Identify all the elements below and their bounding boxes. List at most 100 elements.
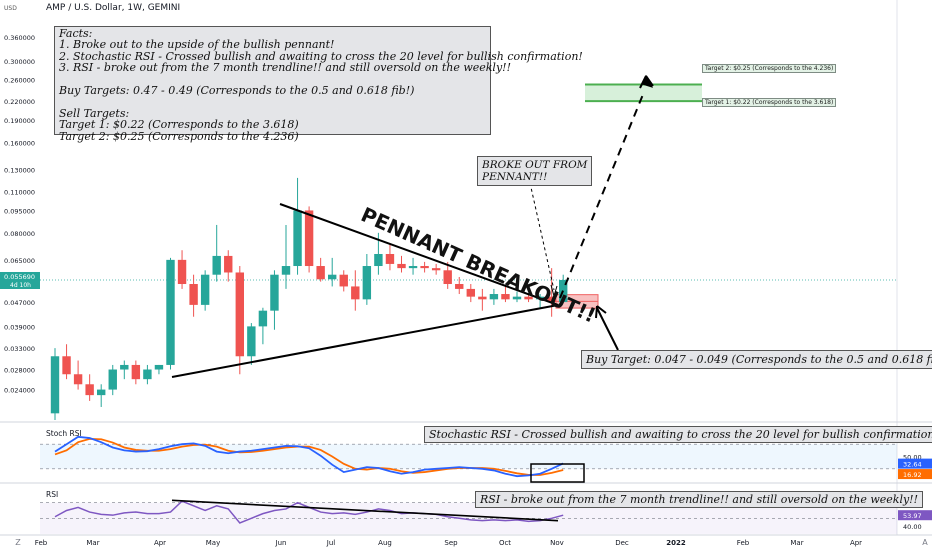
price-tick-label: 0.047000	[4, 299, 35, 307]
auto-scale-icon: A	[922, 538, 928, 547]
candle-body	[455, 284, 464, 289]
price-tick-label: 0.360000	[4, 34, 35, 42]
target-2-label[interactable]: Target 2: $0.25 (Corresponds to the 4.23…	[702, 64, 837, 73]
last-price-box	[0, 271, 40, 289]
rsi-title: RSI	[46, 490, 58, 499]
candle-body	[270, 274, 279, 311]
facts-note[interactable]: Facts: 1. Broke out to the upside of the …	[54, 26, 583, 142]
candle-body	[489, 294, 499, 300]
candle-body	[108, 369, 117, 390]
candle-body	[501, 294, 510, 300]
currency-text: USD	[4, 5, 17, 12]
facts-line: 2. Stochastic RSI - Crossed bullish and …	[59, 49, 583, 63]
candle-body	[143, 369, 152, 380]
candle-body	[247, 326, 256, 357]
candle-body	[293, 210, 302, 267]
stoch-k-line	[54, 435, 564, 478]
price-tick-label: 0.065000	[4, 257, 35, 265]
stoch-k-value: 32.64	[903, 461, 922, 469]
pennant-lower-line	[171, 304, 559, 378]
price-tick-label: 0.024000	[4, 387, 35, 395]
candle-body	[385, 253, 395, 264]
facts-line: Facts:	[59, 27, 93, 40]
candle-body	[420, 266, 429, 269]
time-tick-label: Sep	[444, 539, 458, 547]
candle-body	[224, 255, 233, 273]
stoch-rsi-title: Stoch RSI	[46, 429, 82, 438]
price-tick-label: 0.260000	[4, 76, 35, 84]
candle-body	[547, 296, 556, 303]
buy-target-note[interactable]: Buy Target: 0.047 - 0.049 (Corresponds t…	[581, 350, 932, 369]
price-tick-label: 0.220000	[4, 98, 35, 106]
target-zone	[585, 84, 702, 102]
candle-body	[431, 268, 441, 271]
time-tick-label: Mar	[86, 539, 99, 547]
crossover-highlight	[530, 463, 585, 483]
rsi-trendline	[171, 499, 559, 522]
candle-body	[212, 255, 221, 275]
broke-out-pointer	[529, 182, 555, 291]
projection-arrow	[639, 75, 654, 89]
price-tick-label: 0.039000	[4, 323, 35, 331]
price-tick-label: 0.110000	[4, 188, 35, 196]
candle-body	[166, 259, 175, 365]
candle-body	[73, 374, 83, 385]
candle-body	[235, 272, 244, 357]
rsi-note[interactable]: RSI - broke out from the 7 month trendli…	[475, 491, 924, 508]
candle-body	[316, 266, 325, 280]
candle-body	[281, 266, 291, 275]
time-tick-label: Jul	[326, 539, 336, 547]
rsi-value: 53.97	[903, 512, 922, 520]
facts-line: 1. Broke out to the upside of the bullis…	[59, 38, 335, 52]
stoch-band	[40, 444, 897, 469]
candle-body	[478, 296, 487, 300]
time-tick-label: Oct	[499, 539, 511, 547]
time-tick-label: Apr	[850, 539, 862, 547]
tradingview-logo-icon: Z	[15, 538, 21, 547]
candle-body	[62, 356, 71, 375]
price-tick-label: 0.028000	[4, 367, 35, 375]
pennant-upper-line	[279, 203, 559, 306]
price-tick-label: 0.033000	[4, 345, 35, 353]
time-tick-label: Jun	[275, 539, 287, 547]
facts-line: Buy Targets: 0.47 - 0.49 (Corresponds to…	[59, 84, 415, 98]
facts-line: Target 1: $0.22 (Corresponds to the 3.61…	[59, 118, 299, 132]
buy-target-arrow	[596, 307, 619, 351]
chart-title: AMP / U.S. Dollar, 1W, GEMINI	[46, 3, 181, 13]
time-tick-label: Feb	[35, 539, 48, 547]
candle-body	[177, 259, 187, 285]
candle-body	[304, 210, 314, 267]
broke-out-pointer-head	[550, 284, 558, 297]
candle-body	[374, 253, 383, 267]
candle-body	[258, 310, 268, 327]
candle-body	[97, 389, 106, 396]
stoch-rsi-note[interactable]: Stochastic RSI - Crossed bullish and awa…	[424, 426, 932, 443]
broke-out-note[interactable]: BROKE OUT FROM PENNANT!!	[477, 156, 593, 186]
candle-body	[339, 274, 348, 287]
time-tick-label: Aug	[378, 539, 392, 547]
candle-body	[328, 274, 337, 280]
time-tick-label: Dec	[615, 539, 629, 547]
currency-label: USD	[4, 5, 17, 12]
facts-line: 3. RSI - broke out from the 7 month tren…	[59, 61, 512, 75]
candle-body	[362, 266, 372, 300]
rsi-value-box	[898, 510, 932, 521]
stoch-tick-label: 50.00	[903, 454, 922, 462]
candle-body	[189, 284, 198, 305]
facts-line: Sell Targets:	[59, 106, 130, 120]
price-tick-label: 0.300000	[4, 58, 35, 66]
price-tick-label: 0.130000	[4, 167, 35, 175]
time-tick-label: Apr	[154, 539, 166, 547]
target-1-label[interactable]: Target 1: $0.22 (Corresponds to the 3.61…	[702, 98, 837, 107]
candle-body	[131, 364, 141, 380]
candle-body	[154, 364, 164, 370]
last-price-label: 0.055690	[4, 273, 35, 281]
buy-target-arrow-head	[595, 305, 607, 319]
countdown-label: 4d 10h	[10, 282, 31, 289]
time-tick-label: Feb	[737, 539, 750, 547]
stoch-k-value-box	[898, 458, 932, 469]
candle-body	[120, 364, 129, 370]
candle-body	[200, 274, 210, 305]
candle-body	[50, 356, 60, 414]
